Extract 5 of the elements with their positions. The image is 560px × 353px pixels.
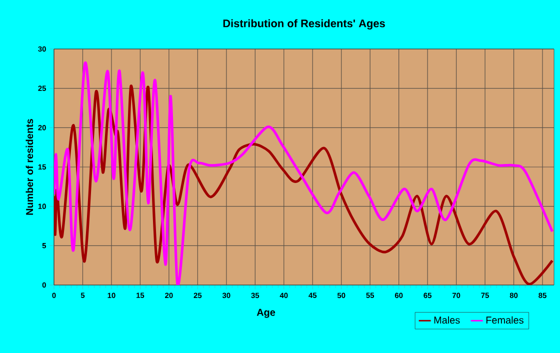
legend-label: Males — [434, 316, 460, 324]
chart-title: Distribution of Residents' Ages — [223, 19, 385, 30]
x-axis-title: Age — [256, 308, 276, 318]
legend-label: Females — [486, 316, 524, 324]
y-axis-title: Number of residents — [26, 118, 34, 215]
